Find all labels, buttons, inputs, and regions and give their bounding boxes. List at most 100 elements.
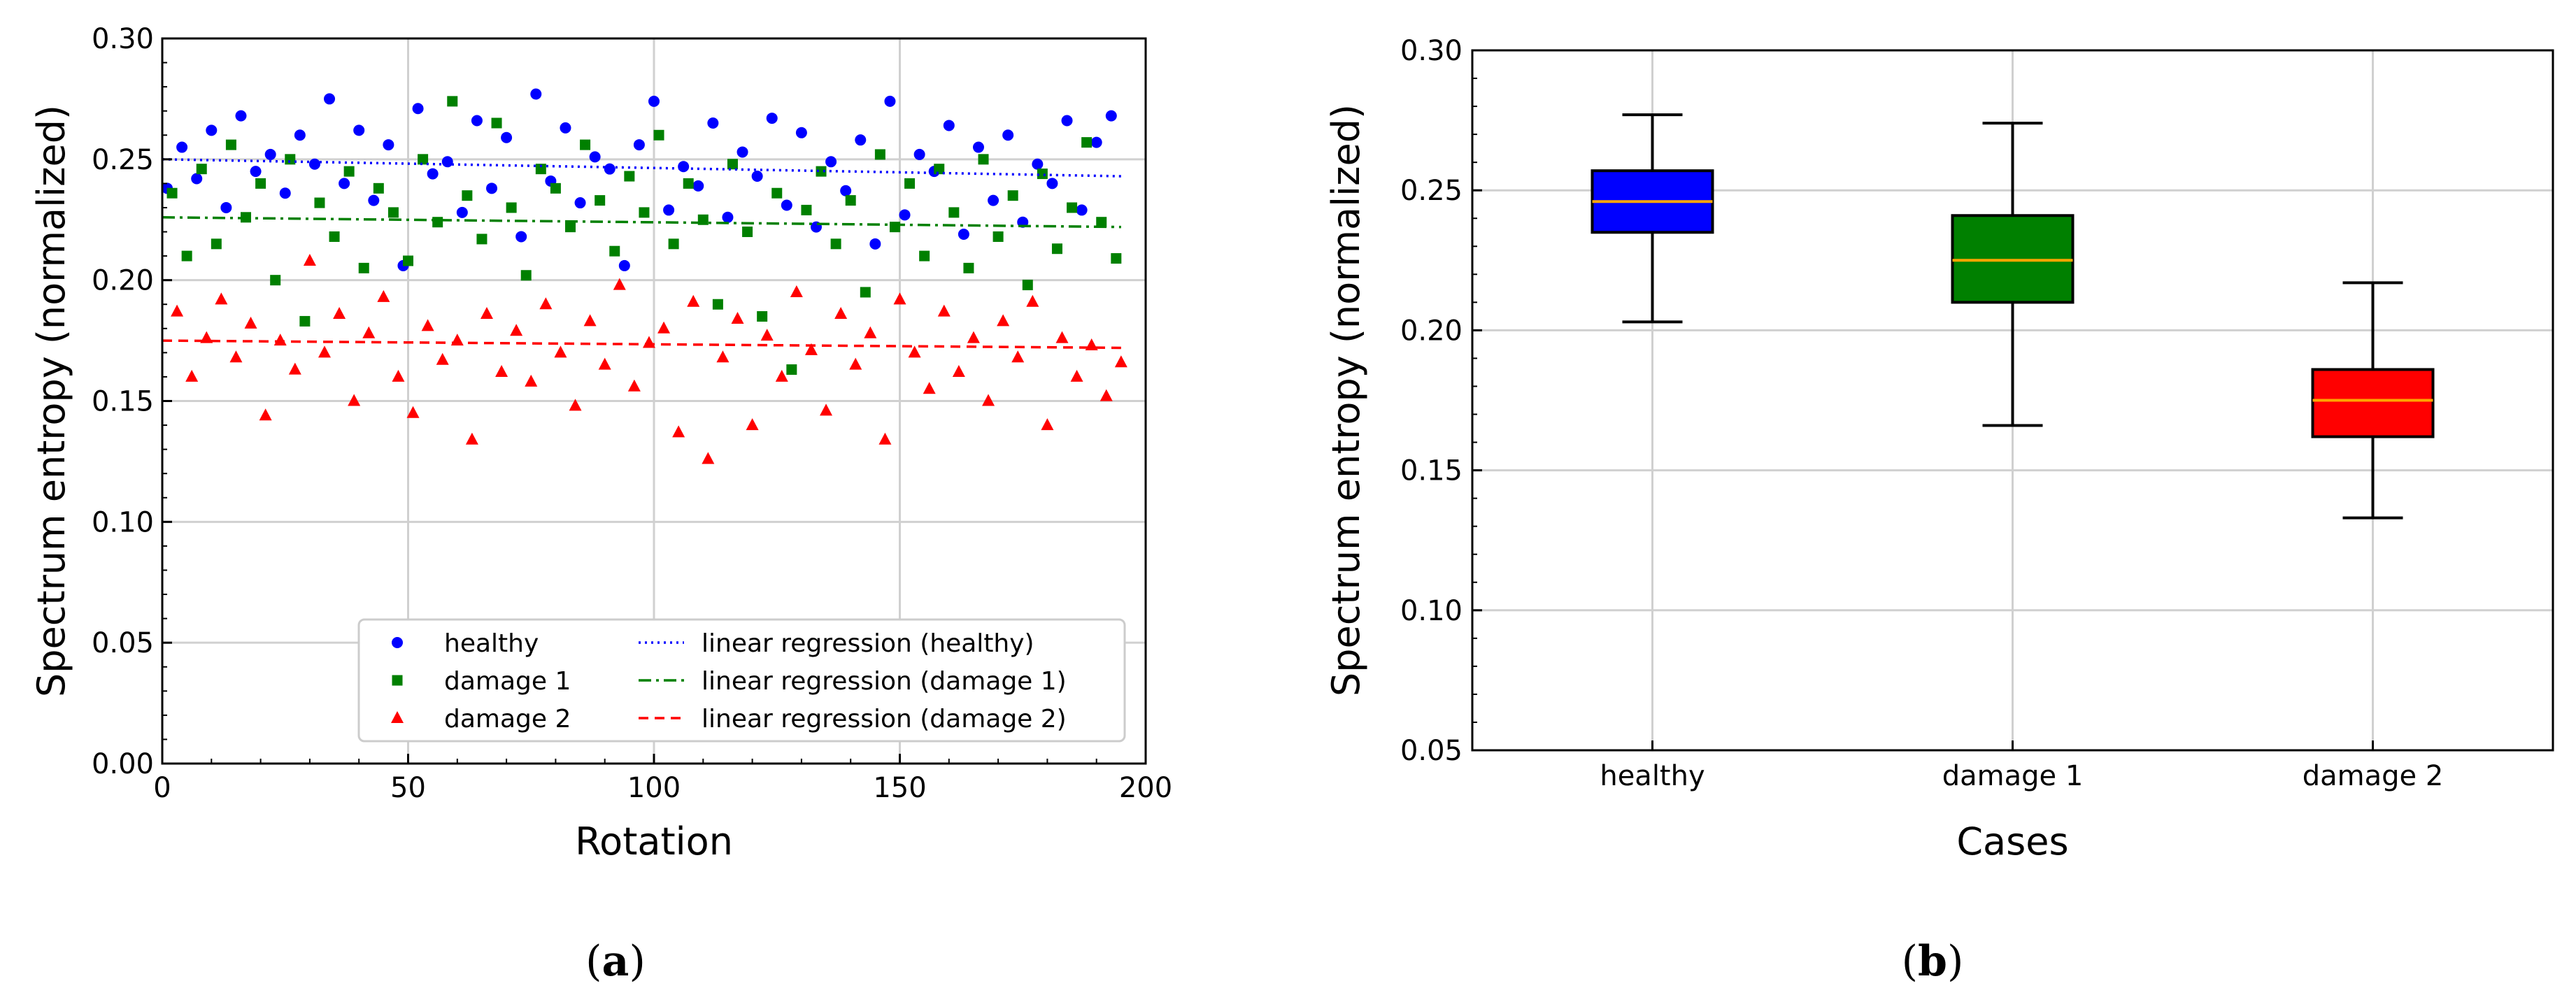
damage-1-point xyxy=(934,164,945,175)
healthy-point xyxy=(840,185,852,196)
healthy-point xyxy=(707,117,719,129)
damage-2-point xyxy=(937,304,951,317)
damage-2-point xyxy=(333,307,346,320)
damage-1-point xyxy=(1007,190,1018,201)
damage-2-point xyxy=(392,369,405,382)
damage-2-point xyxy=(510,324,523,336)
damage-2-point xyxy=(997,314,1010,327)
damage-2-point xyxy=(702,452,715,464)
damage-2-point xyxy=(731,311,744,324)
regression-line-damage-1 xyxy=(162,216,1121,229)
damage-1-point xyxy=(919,250,930,262)
healthy-point xyxy=(368,194,380,206)
healthy-point xyxy=(988,194,999,206)
healthy-point xyxy=(972,141,984,153)
healthy-point xyxy=(869,238,881,250)
y-tick-label: 0.05 xyxy=(92,627,154,659)
damage-2-point xyxy=(760,329,774,341)
legend-label: damage 2 xyxy=(444,705,571,733)
damage-1-point xyxy=(845,195,856,206)
damage-1-point xyxy=(181,250,192,262)
damage-1-point xyxy=(1037,169,1048,180)
healthy-point xyxy=(958,228,969,240)
damage-1-point xyxy=(639,207,650,218)
healthy-point xyxy=(781,199,792,211)
damage-1-point xyxy=(506,202,517,213)
damage-1-point xyxy=(992,231,1004,242)
damage-1-point xyxy=(358,262,369,273)
healthy-point xyxy=(604,163,615,175)
damage-1-point xyxy=(801,204,812,215)
damage-1-point xyxy=(196,164,207,175)
healthy-point xyxy=(1032,158,1044,170)
axis-ticks: 0.05 0.10 0.15 0.20 0.25 0.30 healthy damage 1 d… xyxy=(1400,35,2443,792)
damage-2-point xyxy=(1011,350,1025,363)
healthy-point xyxy=(339,178,350,189)
damage-1-point xyxy=(329,231,340,242)
damage-2-point xyxy=(406,406,420,418)
damage-2-point xyxy=(849,357,862,370)
healthy-point xyxy=(899,209,911,221)
damage-1-point xyxy=(904,178,916,189)
damage-2-point xyxy=(480,307,493,320)
damage-2-point xyxy=(982,394,995,406)
healthy-point xyxy=(235,110,247,122)
x-tick-label: 0 xyxy=(153,772,171,804)
damage-2-point xyxy=(716,350,730,363)
legend: healthy damage 1 damage 2 linear regression… xyxy=(357,618,1126,743)
damage-2-point xyxy=(495,365,508,378)
panel-b-letter: b xyxy=(1918,937,1947,986)
box-chart: 0.05 0.10 0.15 0.20 0.25 0.30 healthy damage 1 d… xyxy=(1324,35,2554,864)
damage-2-point xyxy=(1055,331,1069,343)
legend-label: linear regression (healthy) xyxy=(702,629,1034,658)
damage-2-point xyxy=(878,432,892,445)
healthy-point xyxy=(1061,115,1073,127)
damage-1-point xyxy=(860,287,871,298)
damage-2-point xyxy=(318,345,331,358)
damage-1-point xyxy=(270,275,281,286)
healthy-point xyxy=(456,206,468,218)
healthy-point xyxy=(486,182,498,194)
y-tick-label: 0.10 xyxy=(92,506,154,538)
damage-2-point xyxy=(598,357,611,370)
y-axis-label: Spectrum entropy (normalized) xyxy=(29,105,73,697)
damage-2-point xyxy=(215,292,228,305)
panel-a-open: ( xyxy=(585,937,602,986)
healthy-point xyxy=(250,166,262,178)
damage-2-point xyxy=(362,326,376,338)
damage-1-point xyxy=(418,154,429,165)
y-tick-label: 0.00 xyxy=(92,748,154,780)
box-damage-2 xyxy=(2311,281,2435,520)
damage-2-point xyxy=(967,331,980,343)
panel-a-close: ) xyxy=(629,937,645,986)
damage-1-point xyxy=(653,129,664,141)
panel-b-close: ) xyxy=(1947,937,1963,986)
damage-1-point xyxy=(1096,217,1107,228)
legend-label: linear regression (damage 2) xyxy=(702,705,1067,733)
healthy-point xyxy=(176,141,188,153)
damage-2-point xyxy=(1114,355,1127,368)
damage-1-point xyxy=(1111,253,1122,264)
x-tick-label: 50 xyxy=(390,772,426,804)
healthy-point xyxy=(560,122,571,134)
healthy-point xyxy=(943,120,955,131)
healthy-point xyxy=(648,95,660,107)
healthy-point xyxy=(191,173,203,185)
damage-2-point xyxy=(436,352,449,365)
healthy-point xyxy=(471,115,483,127)
scatter-points xyxy=(162,88,1127,464)
damage-2-point xyxy=(627,379,641,392)
legend-label: healthy xyxy=(444,629,539,658)
legend-marker xyxy=(392,637,403,648)
y-tick-label: 0.30 xyxy=(92,23,154,55)
damage-2-point xyxy=(377,289,390,302)
healthy-point xyxy=(515,231,527,243)
damage-2-point xyxy=(952,365,965,378)
damage-1-point xyxy=(343,166,355,177)
damage-2-point xyxy=(259,408,272,421)
healthy-point xyxy=(441,156,453,168)
healthy-point xyxy=(530,88,542,100)
legend-marker xyxy=(391,711,404,723)
healthy-point xyxy=(618,259,630,271)
